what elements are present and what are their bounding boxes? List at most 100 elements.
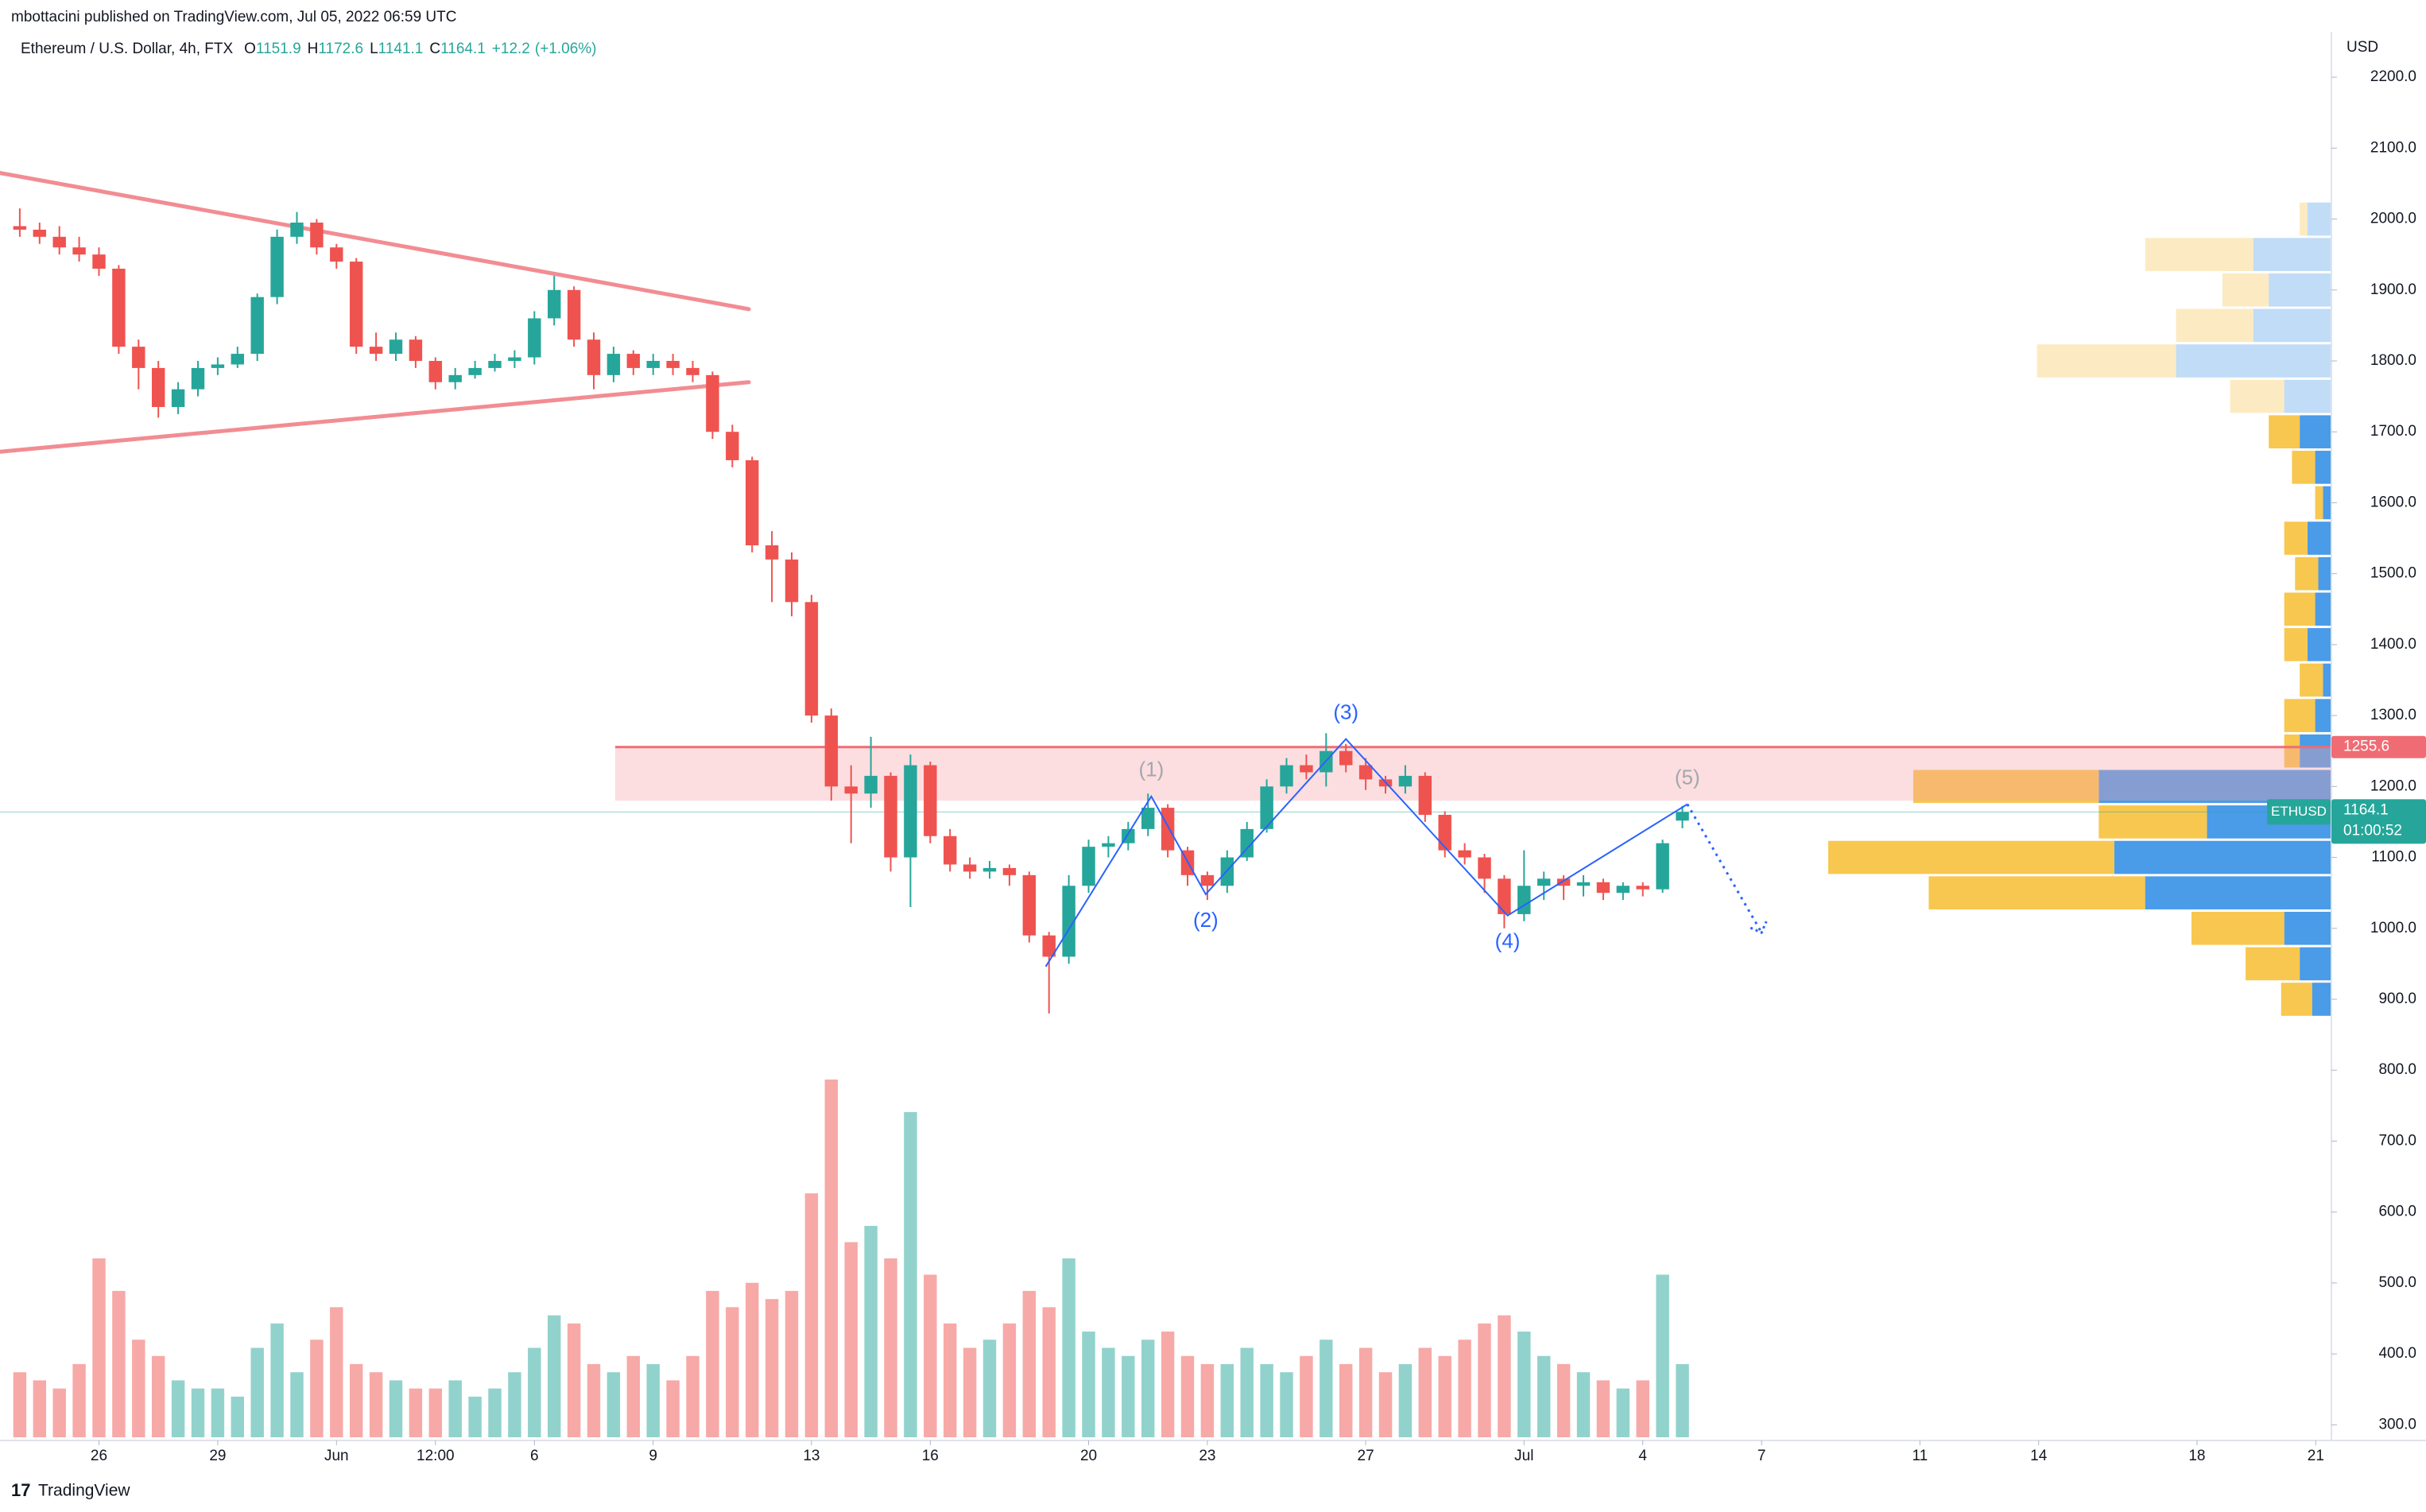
volume-bar bbox=[963, 1347, 977, 1437]
x-tick-label: 29 bbox=[209, 1448, 226, 1464]
candle-body bbox=[310, 223, 324, 248]
wave-line bbox=[1044, 738, 1688, 967]
resistance-tag bbox=[2331, 735, 2426, 758]
profile-up bbox=[2300, 734, 2331, 768]
x-tick-label: 27 bbox=[1358, 1448, 1374, 1464]
profile-down bbox=[2284, 592, 2316, 626]
volume-bar bbox=[1498, 1315, 1511, 1437]
profile-up bbox=[2099, 770, 2331, 804]
x-tick-label: Jun bbox=[324, 1448, 349, 1464]
volume-bar bbox=[686, 1355, 700, 1437]
volume-bar bbox=[468, 1396, 482, 1437]
candle-body bbox=[1358, 765, 1373, 780]
volume-bar bbox=[1260, 1363, 1273, 1437]
profile-down bbox=[2300, 663, 2323, 697]
candle-body bbox=[1498, 878, 1511, 914]
candle-body bbox=[765, 545, 779, 560]
volume-bar bbox=[982, 1339, 997, 1437]
y-tick-label: 700.0 bbox=[2378, 1132, 2416, 1149]
volume-bar bbox=[567, 1323, 581, 1437]
volume-bar bbox=[409, 1388, 423, 1437]
candle-body bbox=[389, 339, 403, 355]
candle-body bbox=[270, 236, 284, 297]
volume-bar bbox=[1300, 1355, 1313, 1437]
volume-bar bbox=[824, 1080, 839, 1437]
wave-label: (1) bbox=[1138, 758, 1164, 781]
legend-key: H bbox=[308, 41, 319, 57]
candle-body bbox=[587, 339, 601, 375]
profile-up bbox=[2145, 876, 2331, 909]
volume-bar bbox=[1537, 1355, 1551, 1437]
x-tick-label: 18 bbox=[2188, 1448, 2205, 1464]
price-tag-countdown: 01:00:52 bbox=[2343, 822, 2402, 839]
volume-bar bbox=[1676, 1363, 1689, 1437]
legend-change: +12.2 bbox=[492, 41, 530, 57]
legend-value: 1164.1 bbox=[440, 41, 486, 57]
candle-body bbox=[171, 389, 185, 407]
symbol-tag-label: ETHUSD bbox=[2271, 804, 2327, 819]
y-tick-label: 1600.0 bbox=[2370, 494, 2416, 510]
y-tick-label: 1800.0 bbox=[2370, 352, 2416, 369]
x-tick-label: 7 bbox=[1757, 1448, 1766, 1464]
legend-change-pct: (+1.06%) bbox=[535, 41, 597, 57]
profile-down bbox=[1928, 876, 2145, 909]
volume-bar bbox=[1596, 1380, 1610, 1437]
footer-brand: TradingView bbox=[38, 1482, 130, 1500]
candle-body bbox=[626, 354, 641, 368]
candle-body bbox=[1478, 857, 1491, 879]
y-tick-label: 1200.0 bbox=[2370, 777, 2416, 794]
candle-body bbox=[804, 602, 819, 716]
candle-body bbox=[132, 347, 145, 368]
volume-bar bbox=[864, 1226, 878, 1437]
candle-body bbox=[1339, 750, 1353, 766]
candle-body bbox=[290, 223, 304, 237]
profile-down bbox=[2222, 273, 2269, 307]
candle-body bbox=[924, 765, 937, 836]
volume-bar bbox=[112, 1290, 126, 1437]
profile-up bbox=[2176, 344, 2331, 378]
volume-bar bbox=[428, 1388, 443, 1437]
volume-bar bbox=[904, 1111, 917, 1437]
x-tick-label: 9 bbox=[649, 1448, 657, 1464]
candle-body bbox=[1161, 808, 1175, 851]
candle-body bbox=[844, 786, 858, 794]
volume-bar bbox=[1280, 1372, 1293, 1437]
volume-bar bbox=[1102, 1347, 1115, 1437]
legend-value: 1172.6 bbox=[318, 41, 363, 57]
volume-bar bbox=[1517, 1332, 1531, 1437]
profile-up bbox=[2318, 556, 2331, 591]
y-tick-label: 2000.0 bbox=[2370, 211, 2416, 227]
volume-bar bbox=[1002, 1323, 1017, 1437]
price-tag bbox=[2331, 799, 2426, 844]
candle-body bbox=[646, 360, 660, 368]
candle-body bbox=[191, 367, 205, 390]
candle-body bbox=[824, 715, 839, 787]
candle-body bbox=[982, 867, 997, 872]
y-tick-label: 900.0 bbox=[2378, 991, 2416, 1007]
volume-bar bbox=[726, 1307, 739, 1437]
volume-bar bbox=[1418, 1347, 1432, 1437]
candle-body bbox=[72, 247, 86, 255]
profile-up bbox=[2315, 699, 2331, 732]
x-tick-label: 26 bbox=[91, 1448, 107, 1464]
price-tag-value: 1164.1 bbox=[2343, 801, 2389, 818]
volume-bar bbox=[1556, 1363, 1571, 1437]
y-tick-label: 400.0 bbox=[2378, 1345, 2416, 1362]
volume-bar bbox=[1636, 1380, 1649, 1437]
volume-bar bbox=[587, 1363, 601, 1437]
profile-down bbox=[2246, 947, 2300, 981]
y-tick-label: 1300.0 bbox=[2370, 707, 2416, 723]
y-tick-label: 500.0 bbox=[2378, 1274, 2416, 1291]
volume-bar bbox=[270, 1323, 284, 1437]
x-tick-label: 20 bbox=[1080, 1448, 1097, 1464]
volume-bar bbox=[151, 1355, 165, 1437]
candle-body bbox=[943, 835, 957, 865]
volume-bar bbox=[488, 1388, 502, 1437]
volume-bar bbox=[1042, 1307, 1056, 1437]
profile-down bbox=[1913, 770, 2099, 804]
candle-body bbox=[1576, 882, 1591, 886]
candle-body bbox=[963, 864, 977, 872]
volume-bar bbox=[765, 1299, 779, 1437]
